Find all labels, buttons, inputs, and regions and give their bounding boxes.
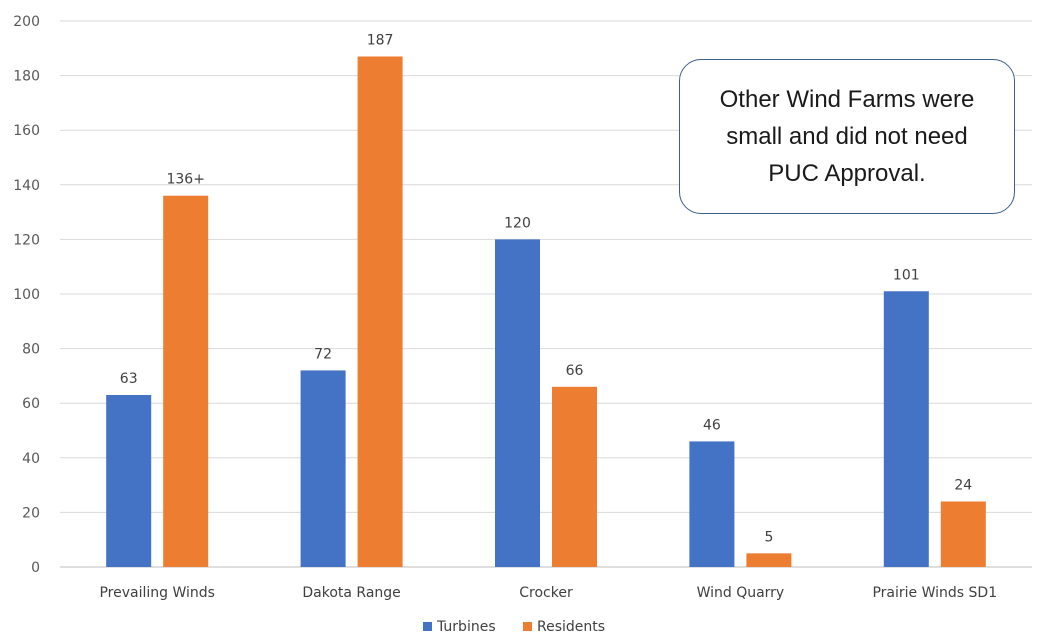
bar-turbines-2 [495,239,540,567]
legend-label-turbines: Turbines [436,619,496,635]
y-tick-label: 60 [22,396,40,412]
data-label: 63 [120,371,138,387]
bar-residents-0 [163,195,209,567]
y-tick-label: 200 [13,14,40,30]
data-label: 136+ [166,172,204,188]
bar-turbines-0 [106,395,152,567]
legend: Turbines Residents [423,619,605,635]
data-labels: 63 136+ 72 187 120 66 46 5 101 24 [120,32,973,545]
legend-swatch-turbines [423,622,432,631]
y-tick-label: 120 [13,232,40,248]
y-tick-label: 180 [13,69,40,85]
data-label: 66 [566,363,584,379]
data-label: 24 [954,477,972,493]
x-tick-label: Prairie Winds SD1 [872,585,997,601]
bars [106,56,986,568]
x-tick-label: Crocker [519,585,573,601]
y-tick-label: 80 [22,342,40,358]
annotation-callout: Other Wind Farms were small and did not … [679,59,1015,214]
bar-turbines-1 [300,370,346,567]
y-axis-ticks: 0 20 40 60 80 100 120 140 160 180 200 [13,14,40,576]
bar-residents-1 [357,56,403,568]
data-label: 187 [367,32,394,48]
y-tick-label: 160 [13,123,40,139]
y-tick-label: 140 [13,178,40,194]
bar-turbines-4 [883,291,929,567]
y-tick-label: 0 [31,560,40,576]
data-label: 46 [703,417,721,433]
annotation-text: Other Wind Farms were small and did not … [719,86,975,187]
x-tick-label: Dakota Range [302,585,400,601]
data-label: 101 [893,267,920,283]
bar-residents-3 [746,553,792,567]
bar-turbines-3 [689,441,735,567]
bar-residents-2 [552,386,597,567]
x-axis-ticks: Prevailing Winds Dakota Range Crocker Wind … [99,585,997,601]
y-tick-label: 20 [22,505,40,521]
x-tick-label: Wind Quarry [697,585,785,601]
y-tick-label: 40 [22,451,40,467]
data-label: 72 [314,346,332,362]
data-label: 5 [764,529,773,545]
legend-label-residents: Residents [537,619,605,635]
data-label: 120 [504,215,531,231]
y-tick-label: 100 [13,287,40,303]
x-tick-label: Prevailing Winds [99,585,214,601]
bar-residents-4 [940,501,986,567]
legend-swatch-residents [523,622,532,631]
